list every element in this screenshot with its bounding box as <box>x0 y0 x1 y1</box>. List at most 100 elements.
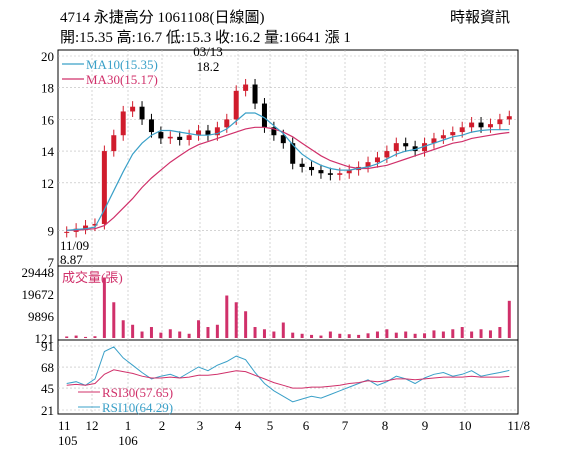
candle-body <box>271 127 277 136</box>
candle-body <box>280 135 286 144</box>
volume-tick-label: 9896 <box>28 309 55 324</box>
volume-bar <box>74 335 78 338</box>
month-tick-label: 4 <box>235 418 242 433</box>
rsi-panel <box>57 339 519 415</box>
volume-bar <box>385 329 389 338</box>
month-tick-label: 1 <box>125 418 132 433</box>
ma10-line <box>66 112 510 231</box>
year-label: 106 <box>118 433 138 448</box>
candle-body <box>167 136 173 139</box>
candle-body <box>177 136 183 140</box>
candle-body <box>487 124 493 128</box>
candle-body <box>205 130 211 136</box>
volume-bar <box>423 333 427 338</box>
candle-body <box>365 162 371 167</box>
volume-bar <box>149 327 153 338</box>
candle-body <box>412 146 418 152</box>
candle-body <box>92 223 98 226</box>
candle-body <box>261 103 267 128</box>
volume-bar <box>291 332 295 338</box>
volume-bar <box>460 327 464 338</box>
rsi30-line <box>66 369 510 389</box>
volume-bar <box>413 333 417 338</box>
candle-body <box>309 166 315 171</box>
volume-bar <box>479 329 483 338</box>
source-label: 時報資訊 <box>450 10 511 26</box>
volume-bar <box>347 334 351 338</box>
candle-body <box>497 119 503 125</box>
volume-bar <box>488 330 492 338</box>
price-legend-label: MA30(15.17) <box>86 72 158 87</box>
volume-bar <box>159 332 163 338</box>
volume-bar <box>215 324 219 338</box>
rsi-tick-label: 45 <box>41 381 54 396</box>
price-legend-label: MA10(15.35) <box>86 57 158 72</box>
volume-bar <box>281 322 285 338</box>
month-tick-label: 10 <box>459 418 472 433</box>
volume-panel <box>57 265 519 341</box>
candle-body <box>64 231 70 233</box>
candle-body <box>214 127 220 136</box>
volume-bar <box>131 324 135 338</box>
volume-bar <box>168 329 172 338</box>
candle-body <box>233 90 239 120</box>
month-tick-label: 11 <box>58 418 71 433</box>
chart-title: 4714 永捷高分 1061108(日線圖) <box>60 10 265 26</box>
volume-bar <box>357 334 361 338</box>
volume-bar <box>441 331 445 338</box>
volume-bar <box>272 331 276 338</box>
volume-bar <box>338 333 342 338</box>
rsi-tick-label: 68 <box>41 360 54 375</box>
volume-tick-label: 121 <box>35 331 55 346</box>
candle-body <box>346 170 352 174</box>
candle-body <box>469 122 475 128</box>
candle-body <box>252 84 258 104</box>
peak-date-label: 03/13 <box>193 44 223 59</box>
low-value-label: 8.87 <box>60 252 83 267</box>
volume-bar <box>140 331 144 338</box>
price-tick-label: 7 <box>48 255 55 270</box>
candle-body <box>196 130 202 136</box>
volume-bar <box>121 320 125 338</box>
candle-body <box>459 127 465 133</box>
volume-bar <box>178 331 182 338</box>
volume-bar <box>234 302 238 338</box>
candle-body <box>120 111 126 136</box>
volume-title: 成交量(張) <box>62 270 123 285</box>
candle-body <box>130 106 136 112</box>
volume-bar <box>225 295 229 338</box>
candle-body <box>148 119 154 133</box>
candle-body <box>374 157 380 163</box>
volume-bar <box>375 331 379 338</box>
volume-bar <box>93 336 97 338</box>
candle-body <box>158 132 164 139</box>
candle-body <box>243 84 249 91</box>
candle-body <box>224 119 230 128</box>
volume-bar <box>498 327 502 338</box>
volume-bar <box>432 330 436 338</box>
price-tick-label: 12 <box>41 176 54 191</box>
price-tick-label: 14 <box>41 144 55 159</box>
volume-bar <box>244 311 248 338</box>
volume-bar <box>65 336 69 338</box>
price-tick-label: 18 <box>41 81 54 96</box>
volume-bar <box>206 327 210 338</box>
month-tick-label: 7 <box>342 418 349 433</box>
volume-bar <box>197 320 201 338</box>
volume-bar <box>262 329 266 338</box>
volume-bar <box>319 335 323 338</box>
rsi10-line <box>66 346 510 403</box>
rsi-tick-label: 21 <box>41 403 54 418</box>
candle-body <box>506 116 512 120</box>
low-date-label: 11/09 <box>60 238 89 253</box>
volume-tick-label: 29448 <box>22 265 55 280</box>
month-tick-label: 3 <box>197 418 204 433</box>
volume-bar <box>470 331 474 338</box>
month-tick-label: 2 <box>159 418 166 433</box>
month-tick-label: 6 <box>303 418 310 433</box>
volume-bar <box>187 333 191 338</box>
candle-body <box>450 132 456 136</box>
volume-bar <box>253 327 257 338</box>
candle-body <box>299 163 305 167</box>
